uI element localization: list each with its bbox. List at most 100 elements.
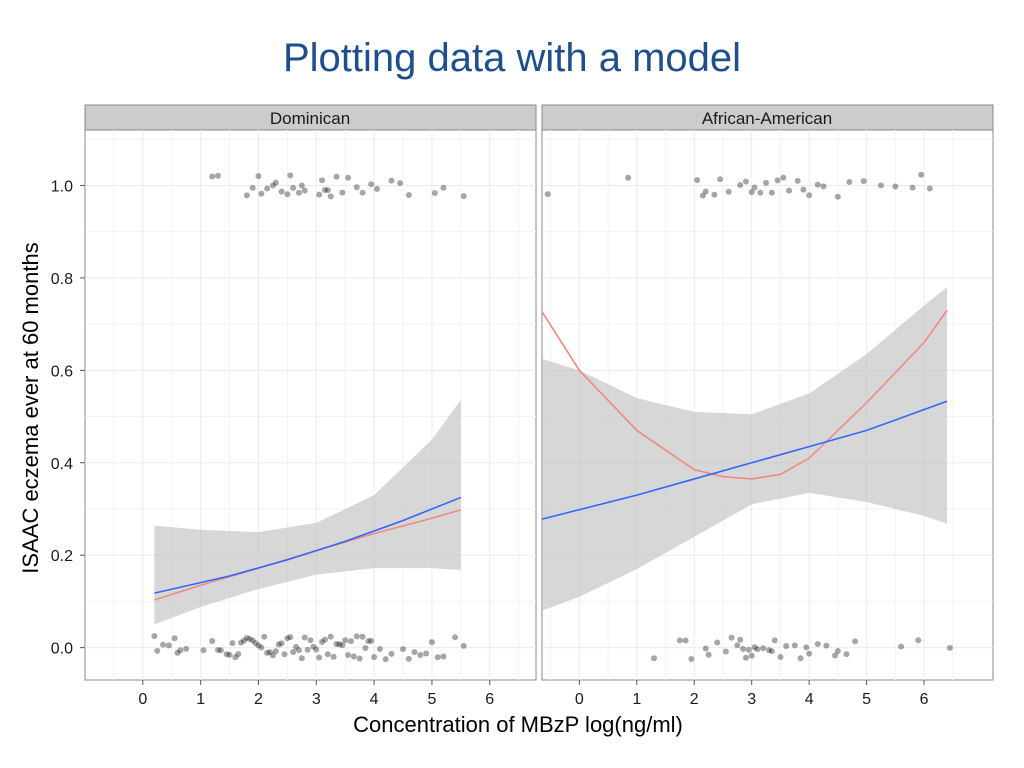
data-point-y0 [275,641,282,648]
data-point-y1 [806,192,813,199]
data-point-y0 [345,652,352,659]
data-point-y0 [791,642,798,649]
data-point-y1 [702,188,709,195]
data-point-y1 [359,189,366,196]
data-point-y1 [737,181,744,188]
strip-label-dominican: Dominican [270,109,350,128]
data-point-y0 [290,649,297,656]
data-point-y0 [852,638,859,645]
data-point-y0 [267,649,274,656]
linear-fit-line [541,400,948,520]
x-tick-label: 2 [254,691,263,708]
data-point-y0 [313,646,320,653]
data-point-y1 [694,177,701,184]
data-point-y0 [748,652,755,659]
data-point-y1 [751,184,758,191]
data-point-y0 [347,638,354,645]
x-tick-label: 3 [747,691,756,708]
data-point-y1 [918,171,925,178]
data-point-y0 [682,637,689,644]
data-point-y0 [217,647,224,654]
data-point-y0 [434,654,441,661]
data-point-y0 [321,636,328,643]
data-point-y1 [725,188,732,195]
x-axis-title: Concentration of MBzP log(ng/ml) [353,712,683,737]
data-point-y0 [310,643,317,650]
data-point-y0 [229,640,236,647]
strip-background-dominican [84,104,537,131]
data-point-y1 [388,177,395,184]
data-point-y1 [757,189,764,196]
data-point-y1 [834,193,841,200]
data-point-y0 [232,654,239,661]
data-point-y0 [734,642,741,649]
y-tick-label: 0.4 [51,456,73,473]
x-tick-label: 5 [427,691,436,708]
quadratic-fit-line [541,309,948,480]
data-point-y0 [797,655,804,662]
data-point-y0 [183,645,190,652]
data-point-y0 [339,642,346,649]
data-point-y0 [915,637,922,644]
data-point-y0 [751,644,758,651]
data-point-y1 [278,188,285,195]
confidence-ribbon [542,287,948,611]
data-point-y1 [711,191,718,198]
data-point-y0 [823,642,830,649]
strip-label-african-american: African-American [702,109,832,128]
data-point-y0 [765,647,772,654]
y-tick-label: 0.0 [51,641,73,658]
panel-dominican: Dominican [84,104,537,681]
data-point-y0 [728,634,735,641]
y-axis-title: ISAAC eczema ever at 60 months [18,242,43,573]
data-point-y0 [284,635,291,642]
data-point-y0 [705,651,712,658]
data-point-y0 [165,642,172,649]
y-tick-label: 0.8 [51,271,73,288]
data-point-y1 [214,172,221,179]
data-point-y0 [411,649,418,656]
data-point-y0 [298,655,305,662]
data-point-y0 [388,650,395,657]
data-point-y0 [834,648,841,655]
data-point-y0 [269,652,276,659]
data-point-y0 [688,655,695,662]
data-point-y0 [249,637,256,644]
data-point-y0 [252,640,259,647]
data-point-y1 [909,184,916,191]
data-point-y0 [154,647,161,654]
data-point-y0 [423,650,430,657]
data-point-y0 [293,643,300,650]
data-point-y1 [290,184,297,191]
data-point-y1 [269,182,276,189]
data-point-y0 [676,637,683,644]
data-point-y0 [307,637,314,644]
data-point-y0 [209,637,216,644]
data-point-y1 [264,185,271,192]
data-point-y0 [382,656,389,663]
data-point-y0 [295,647,302,654]
data-point-y0 [365,638,372,645]
data-point-y0 [336,641,343,648]
data-point-y0 [327,633,334,640]
data-point-y0 [428,639,435,646]
data-point-y1 [780,174,787,181]
data-point-y1 [860,178,867,185]
data-point-y0 [226,651,233,658]
data-point-y1 [926,185,933,192]
data-point-y0 [241,637,248,644]
data-point-y1 [820,183,827,190]
data-point-y0 [783,643,790,650]
data-point-y0 [356,655,363,662]
x-axis-ticks: 0 1 2 3 4 5 6 0 1 2 3 4 5 6 [138,680,929,708]
data-point-y0 [258,644,265,651]
data-point-y0 [405,655,412,662]
data-point-y0 [238,639,245,646]
y-tick-label: 0.6 [51,363,73,380]
data-point-y1 [892,183,899,190]
data-point-y1 [345,174,352,181]
x-tick-label: 4 [805,691,814,708]
data-point-y0 [814,641,821,648]
data-point-y1 [339,189,346,196]
